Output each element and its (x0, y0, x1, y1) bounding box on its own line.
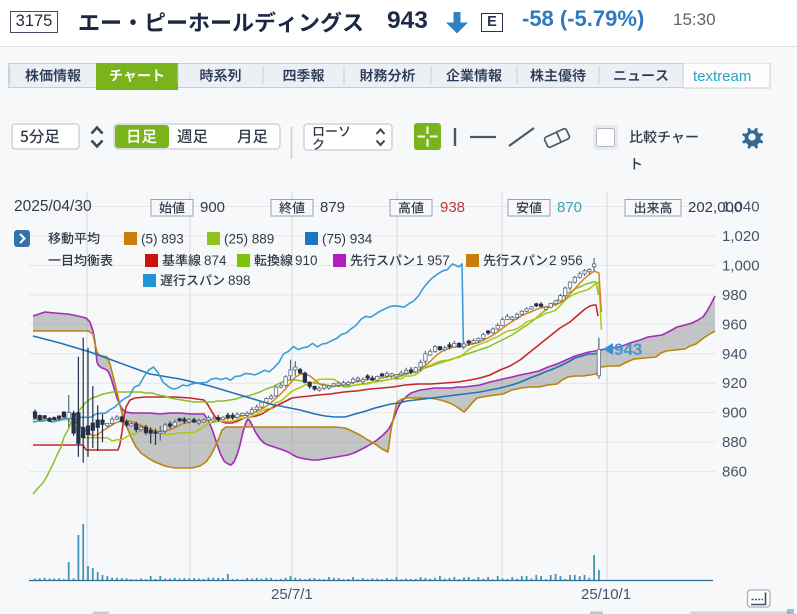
svg-text:2025/04/30: 2025/04/30 (14, 198, 92, 215)
svg-text:910: 910 (295, 253, 318, 268)
svg-text:(75) 934: (75) 934 (322, 232, 373, 247)
svg-text:(25) 889: (25) 889 (224, 232, 274, 247)
svg-text:2 956: 2 956 (549, 253, 583, 268)
svg-text:(5) 893: (5) 893 (141, 232, 184, 247)
svg-text:880: 880 (722, 434, 747, 451)
svg-text:1,020: 1,020 (722, 228, 760, 245)
svg-text:textream: textream (693, 68, 751, 85)
svg-text:1,040: 1,040 (722, 199, 760, 216)
svg-text:943: 943 (614, 340, 642, 359)
svg-text:25/7/1: 25/7/1 (271, 586, 313, 603)
svg-text:1 957: 1 957 (416, 253, 450, 268)
svg-text:202,000: 202,000 (688, 199, 742, 216)
svg-text:870: 870 (557, 199, 582, 216)
svg-text:879: 879 (320, 199, 345, 216)
svg-text:898: 898 (228, 273, 251, 288)
svg-text:940: 940 (722, 346, 747, 363)
svg-text:920: 920 (722, 375, 747, 392)
svg-text:938: 938 (440, 199, 465, 216)
svg-text:1,000: 1,000 (722, 257, 760, 274)
svg-text:900: 900 (722, 405, 747, 422)
svg-text:980: 980 (722, 287, 747, 304)
svg-text:860: 860 (722, 464, 747, 481)
svg-text:960: 960 (722, 316, 747, 333)
svg-text:900: 900 (200, 199, 225, 216)
svg-text:874: 874 (204, 253, 227, 268)
svg-text:25/10/1: 25/10/1 (581, 586, 631, 603)
